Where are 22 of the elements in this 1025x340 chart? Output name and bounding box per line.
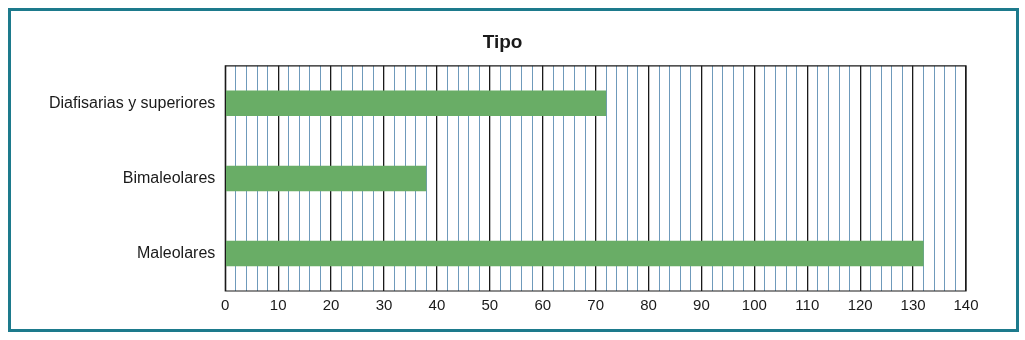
x-tick-label: 0 [221, 296, 230, 314]
x-tick-label: 120 [847, 296, 873, 314]
bar [225, 90, 607, 117]
x-tick-label: 70 [587, 296, 604, 314]
bar [225, 165, 427, 192]
x-tick-label: 110 [795, 296, 820, 314]
y-tick-label: Bimaleolares [122, 168, 216, 186]
x-tick-label: 10 [269, 296, 287, 314]
x-tick-label: 50 [481, 296, 499, 314]
x-tick-label: 20 [322, 296, 340, 314]
y-tick-label: Maleolares [137, 243, 216, 261]
x-tick-label: 30 [375, 296, 393, 314]
x-tick-label: 100 [741, 296, 767, 314]
x-tick-label: 40 [428, 296, 446, 314]
x-tick-label: 140 [953, 296, 979, 314]
x-tick-label: 90 [693, 296, 710, 314]
chart-title: Tipo [482, 30, 523, 52]
x-tick-label: 130 [900, 296, 926, 314]
y-tick-label: Diafisarias y superiores [49, 93, 216, 111]
x-tick-label: 60 [534, 296, 552, 314]
bar [225, 240, 924, 267]
x-tick-label: 80 [640, 296, 657, 314]
